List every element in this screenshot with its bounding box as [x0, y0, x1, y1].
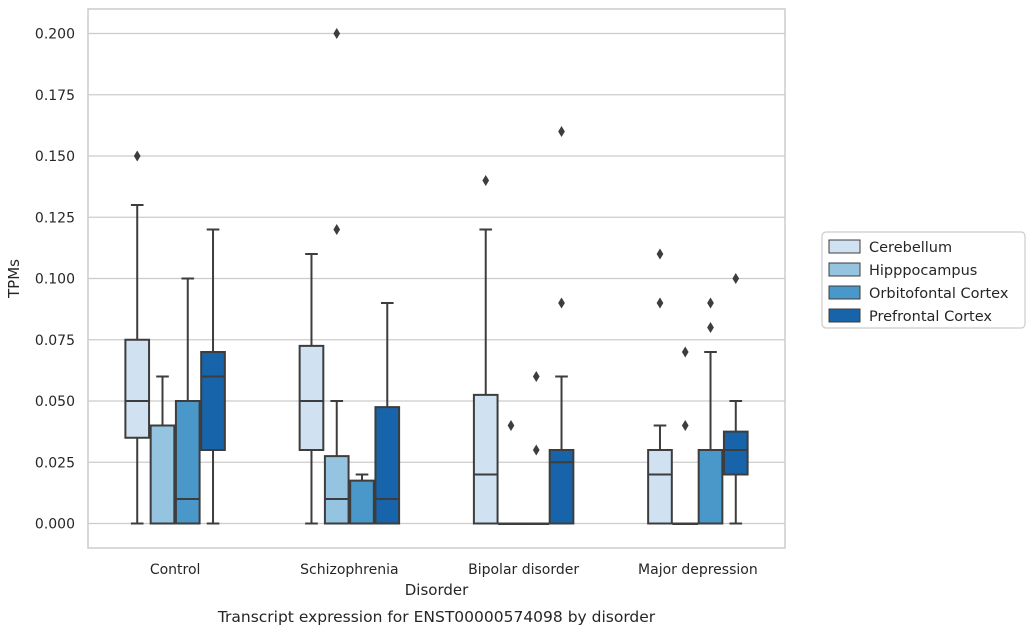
box	[298, 253, 325, 525]
outlier-marker	[656, 248, 664, 260]
box	[548, 126, 575, 525]
box	[722, 273, 749, 525]
x-tick-label: Major depression	[638, 562, 758, 578]
legend-swatch	[828, 262, 861, 277]
box	[174, 277, 201, 525]
x-tick-label: Bipolar disorder	[468, 562, 579, 578]
y-tick-label: 0.200	[35, 27, 75, 43]
legend: Cerebellum Hipppocampus Orbitofontal Corte…	[821, 231, 1026, 329]
y-tick-label: 0.150	[35, 149, 75, 165]
y-tick-label: 0.125	[35, 210, 75, 226]
y-tick-label: 0.025	[35, 455, 75, 471]
box	[349, 473, 375, 525]
outlier-marker	[482, 175, 490, 186]
x-tick-label: Schizophrenia	[300, 562, 398, 578]
box-iqr	[472, 393, 499, 525]
outlier-marker	[707, 297, 714, 309]
box-iqr	[374, 406, 401, 525]
legend-label: Cerebellum	[869, 240, 952, 256]
y-tick-label: 0.075	[35, 333, 75, 349]
outlier-marker	[681, 346, 689, 358]
box-iqr	[548, 449, 575, 525]
box-iqr	[149, 424, 176, 525]
box-iqr	[349, 479, 375, 525]
box-iqr	[697, 449, 724, 525]
outlier-marker	[507, 420, 515, 431]
outlier-marker	[732, 273, 740, 284]
box-iqr	[124, 338, 151, 439]
box-iqr	[722, 430, 749, 476]
box	[672, 346, 699, 525]
box-groups	[124, 28, 749, 525]
legend-frame	[821, 231, 1026, 329]
y-tick-label: 0.175	[35, 88, 75, 104]
box	[374, 302, 401, 525]
outlier-marker	[532, 444, 540, 456]
legend-label: Prefrontal Cortex	[869, 309, 992, 325]
outlier-marker	[558, 126, 565, 137]
box-iqr	[647, 449, 673, 525]
box	[323, 28, 350, 525]
chart-caption: Transcript expression for ENST0000057409…	[217, 608, 656, 626]
legend-swatch	[828, 308, 861, 323]
legend-label: Orbitofontal Cortex	[869, 286, 1009, 302]
y-tick-label: 0.000	[35, 517, 75, 533]
outlier-marker	[133, 150, 141, 162]
box	[697, 297, 724, 525]
plot-frame	[87, 8, 786, 549]
legend-swatch	[828, 239, 861, 254]
y-tick-label: 0.100	[35, 272, 75, 288]
outlier-marker	[707, 322, 714, 333]
outlier-marker	[681, 420, 689, 431]
box-iqr	[200, 351, 226, 451]
box	[124, 150, 151, 525]
outlier-marker	[333, 28, 341, 39]
x-axis-ticks: Control Schizophrenia Bipolar disorder Majo…	[150, 562, 758, 578]
box	[149, 375, 176, 525]
outlier-marker	[532, 371, 540, 382]
x-axis-title: Disorder	[405, 581, 469, 599]
box	[523, 371, 550, 525]
y-tick-label: 0.050	[35, 394, 75, 410]
legend-label: Hipppocampus	[869, 263, 977, 279]
legend-swatch	[828, 285, 861, 300]
x-tick-label: Control	[150, 562, 201, 578]
outlier-marker	[558, 297, 565, 309]
outlier-marker	[333, 224, 341, 235]
box-iqr	[323, 455, 350, 525]
y-axis-ticks: 0.000 0.025 0.050 0.075 0.100 0.125 0.150 0.175…	[35, 27, 75, 533]
y-axis-title: TPMs	[5, 259, 23, 299]
outlier-marker	[656, 297, 664, 309]
box-iqr	[174, 400, 201, 525]
box	[472, 175, 499, 525]
box	[200, 228, 226, 525]
box	[498, 420, 524, 525]
box-iqr	[298, 344, 325, 451]
box	[647, 248, 673, 525]
